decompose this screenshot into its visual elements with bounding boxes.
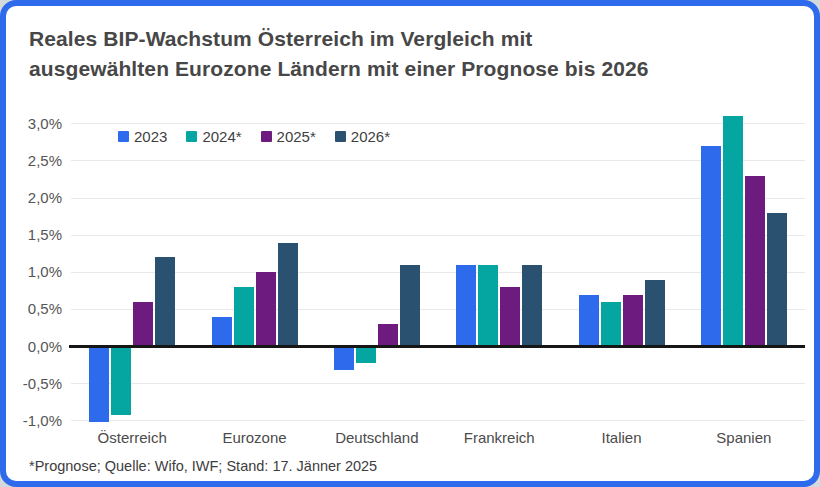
gridline [71,272,805,273]
x-axis-label-spanien: Spanien [679,429,809,446]
legend-item-2024: 2024* [186,128,241,145]
x-axis-label-italien: Italien [557,429,687,446]
legend-swatch-icon [186,131,197,142]
bar-2023-spanien [701,146,721,346]
bar-2025-spanien [745,176,765,347]
legend-item-2023: 2023 [118,128,167,145]
bar-2023-deutschland [334,348,354,370]
x-axis-label-eurozone: Eurozone [190,429,320,446]
bar-2025-italien [623,295,643,347]
bar-2024-österreich [111,348,131,415]
gridline [71,123,805,124]
x-axis-label-österreich: Österreich [67,429,197,446]
bar-2026-deutschland [400,265,420,347]
bar-2026-österreich [155,257,175,346]
y-axis-tick-label: 1,0% [12,263,62,280]
footnote: *Prognose; Quelle: Wifo, IWF; Stand: 17.… [29,458,377,474]
y-axis-tick-label: 1,5% [12,226,62,243]
x-axis-label-deutschland: Deutschland [312,429,442,446]
x-axis-label-frankreich: Frankreich [434,429,564,446]
zero-axis-line [69,345,805,348]
bar-2026-eurozone [278,243,298,347]
bar-2024-frankreich [478,265,498,347]
y-axis-tick-label: 2,0% [12,189,62,206]
legend-swatch-icon [261,131,272,142]
bar-2023-eurozone [212,317,232,347]
legend-swatch-icon [118,131,129,142]
gridline [71,420,805,421]
bar-2025-österreich [133,302,153,347]
bar-2025-eurozone [256,272,276,346]
bar-2026-italien [645,280,665,347]
bar-2026-spanien [767,213,787,347]
legend-item-label: 2026* [351,128,390,145]
y-axis-tick-label: 0,5% [12,300,62,317]
bar-2025-frankreich [500,287,520,346]
y-axis-tick-label: -0,5% [12,375,62,392]
y-axis-tick-label: 2,5% [12,152,62,169]
legend-item-label: 2025* [277,128,316,145]
chart-card: Reales BIP-Wachstum Österreich im Vergle… [0,0,820,487]
legend: 2023 2024* 2025* 2026* [118,128,390,145]
bar-2025-deutschland [378,324,398,346]
bar-2024-eurozone [234,287,254,346]
gridline [71,383,805,384]
bar-2023-frankreich [456,265,476,347]
plot-area: 3,0% 2,5% 2,0% 1,5% 1,0% 0,5% 0,0% -0,5% -1,0% Ös… [6,6,820,487]
bar-2023-italien [579,295,599,347]
bar-2024-italien [601,302,621,347]
y-axis-tick-label: -1,0% [12,412,62,429]
bar-2024-spanien [723,116,743,346]
bar-2023-österreich [89,348,109,422]
gridline [71,160,805,161]
gridline [71,235,805,236]
legend-swatch-icon [335,131,346,142]
gridline [71,309,805,310]
y-axis-tick-label: 0,0% [12,338,62,355]
legend-item-label: 2023 [134,128,167,145]
legend-item-2026: 2026* [335,128,390,145]
legend-item-label: 2024* [202,128,241,145]
gridline [71,198,805,199]
legend-item-2025: 2025* [261,128,316,145]
y-axis-tick-label: 3,0% [12,115,62,132]
bar-2026-frankreich [522,265,542,347]
bar-2024-deutschland [356,348,376,363]
